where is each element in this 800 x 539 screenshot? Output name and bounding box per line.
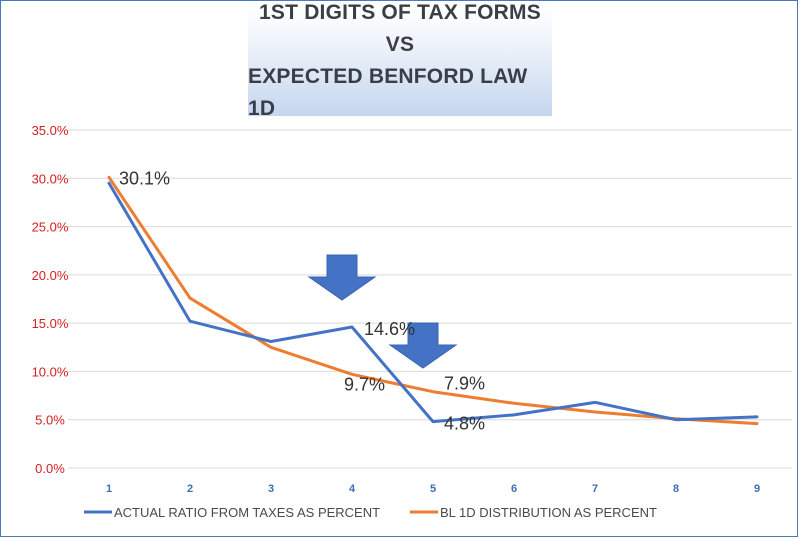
chart-title-line-2: VS bbox=[385, 33, 415, 56]
x-tick-label: 4 bbox=[349, 483, 356, 495]
gridlines bbox=[68, 129, 792, 469]
chart-title-line-3: EXPECTED BENFORD LAW 1D bbox=[248, 65, 528, 120]
x-tick-label: 8 bbox=[673, 483, 679, 495]
x-tick-label: 6 bbox=[511, 483, 517, 495]
legend-label: ACTUAL RATIO FROM TAXES AS PERCENT bbox=[114, 505, 380, 520]
x-tick-label: 7 bbox=[592, 483, 598, 495]
y-tick-label: 25.0% bbox=[32, 220, 69, 235]
series-line-1 bbox=[107, 181, 759, 424]
data-label: 7.9% bbox=[444, 374, 485, 394]
y-tick-label: 5.0% bbox=[35, 413, 65, 428]
data-label: 4.8% bbox=[444, 414, 485, 434]
data-label: 9.7% bbox=[344, 374, 385, 394]
data-label: 14.6% bbox=[364, 319, 415, 339]
y-axis-ticks: 0.0% 5.0% 10.0% 15.0% 20.0% 25.0% 30.0% 35.0% bbox=[32, 123, 69, 476]
x-axis-ticks: 1 2 3 4 5 6 7 8 9 bbox=[106, 483, 760, 495]
y-tick-label: 30.0% bbox=[32, 171, 69, 186]
chart-title-line-1: 1ST DIGITS OF TAX FORMS bbox=[259, 1, 541, 24]
down-arrow-icon bbox=[388, 322, 458, 369]
x-tick-label: 3 bbox=[268, 483, 274, 495]
y-tick-label: 35.0% bbox=[32, 123, 69, 138]
legend-label: BL 1D DISTRIBUTION AS PERCENT bbox=[440, 505, 657, 520]
y-tick-label: 15.0% bbox=[32, 316, 69, 331]
x-tick-label: 5 bbox=[430, 483, 436, 495]
x-tick-label: 2 bbox=[187, 483, 193, 495]
legend: ACTUAL RATIO FROM TAXES AS PERCENT BL 1D … bbox=[84, 505, 657, 520]
data-label: 30.1% bbox=[119, 168, 170, 188]
y-tick-label: 20.0% bbox=[32, 268, 69, 283]
data-labels: 30.1% 14.6% 9.7% 7.9% 4.8% bbox=[119, 168, 485, 433]
y-tick-label: 0.0% bbox=[35, 461, 65, 476]
x-tick-label: 1 bbox=[106, 483, 112, 495]
y-tick-label: 10.0% bbox=[32, 364, 69, 379]
x-tick-label: 9 bbox=[754, 483, 760, 495]
down-arrow-icon bbox=[307, 254, 377, 301]
series-lines bbox=[107, 175, 759, 426]
annotation-arrows bbox=[307, 254, 458, 369]
series-line-2 bbox=[107, 175, 759, 426]
chart-title-box: 1ST DIGITS OF TAX FORMS VS EXPECTED BENF… bbox=[248, 1, 552, 120]
